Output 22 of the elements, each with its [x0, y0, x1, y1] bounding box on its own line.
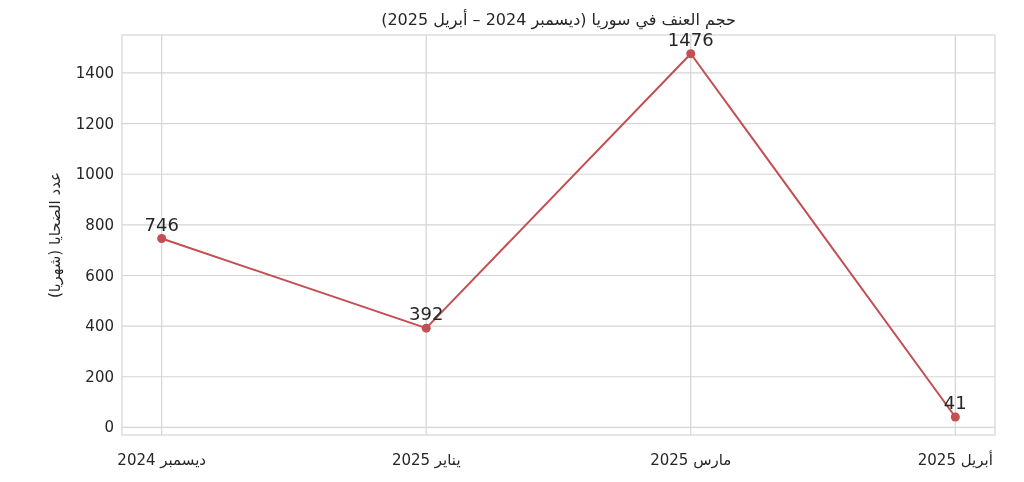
y-tick-label: 600 — [85, 266, 114, 285]
x-tick-label: يناير 2025 — [391, 451, 461, 469]
x-tick-label: مارس 2025 — [650, 451, 732, 469]
point — [686, 49, 696, 59]
x-tick-label: ديسمبر 2024 — [117, 451, 207, 469]
y-tick-label: 1200 — [75, 114, 114, 133]
data-label: 392 — [409, 303, 444, 325]
x-tick-label: أبريل 2025 — [917, 450, 993, 469]
y-tick-label: 400 — [85, 317, 114, 336]
y-tick-label: 200 — [85, 367, 114, 386]
data-label: 1476 — [667, 28, 714, 50]
data-label: 41 — [943, 392, 967, 414]
y-tick-label: 0 — [104, 418, 114, 437]
point — [950, 412, 960, 422]
point — [157, 234, 167, 244]
y-axis-title: عدد الضحايا (شهريا) — [46, 172, 64, 298]
data-label: 746 — [144, 213, 179, 235]
chart-title: حجم العنف في سوريا (ديسمبر 2024 – أبريل 2025) — [381, 9, 736, 30]
y-tick-label: 1400 — [75, 63, 114, 82]
point — [421, 323, 431, 333]
y-tick-label: 1000 — [75, 165, 114, 184]
y-tick-label: 800 — [85, 215, 114, 234]
